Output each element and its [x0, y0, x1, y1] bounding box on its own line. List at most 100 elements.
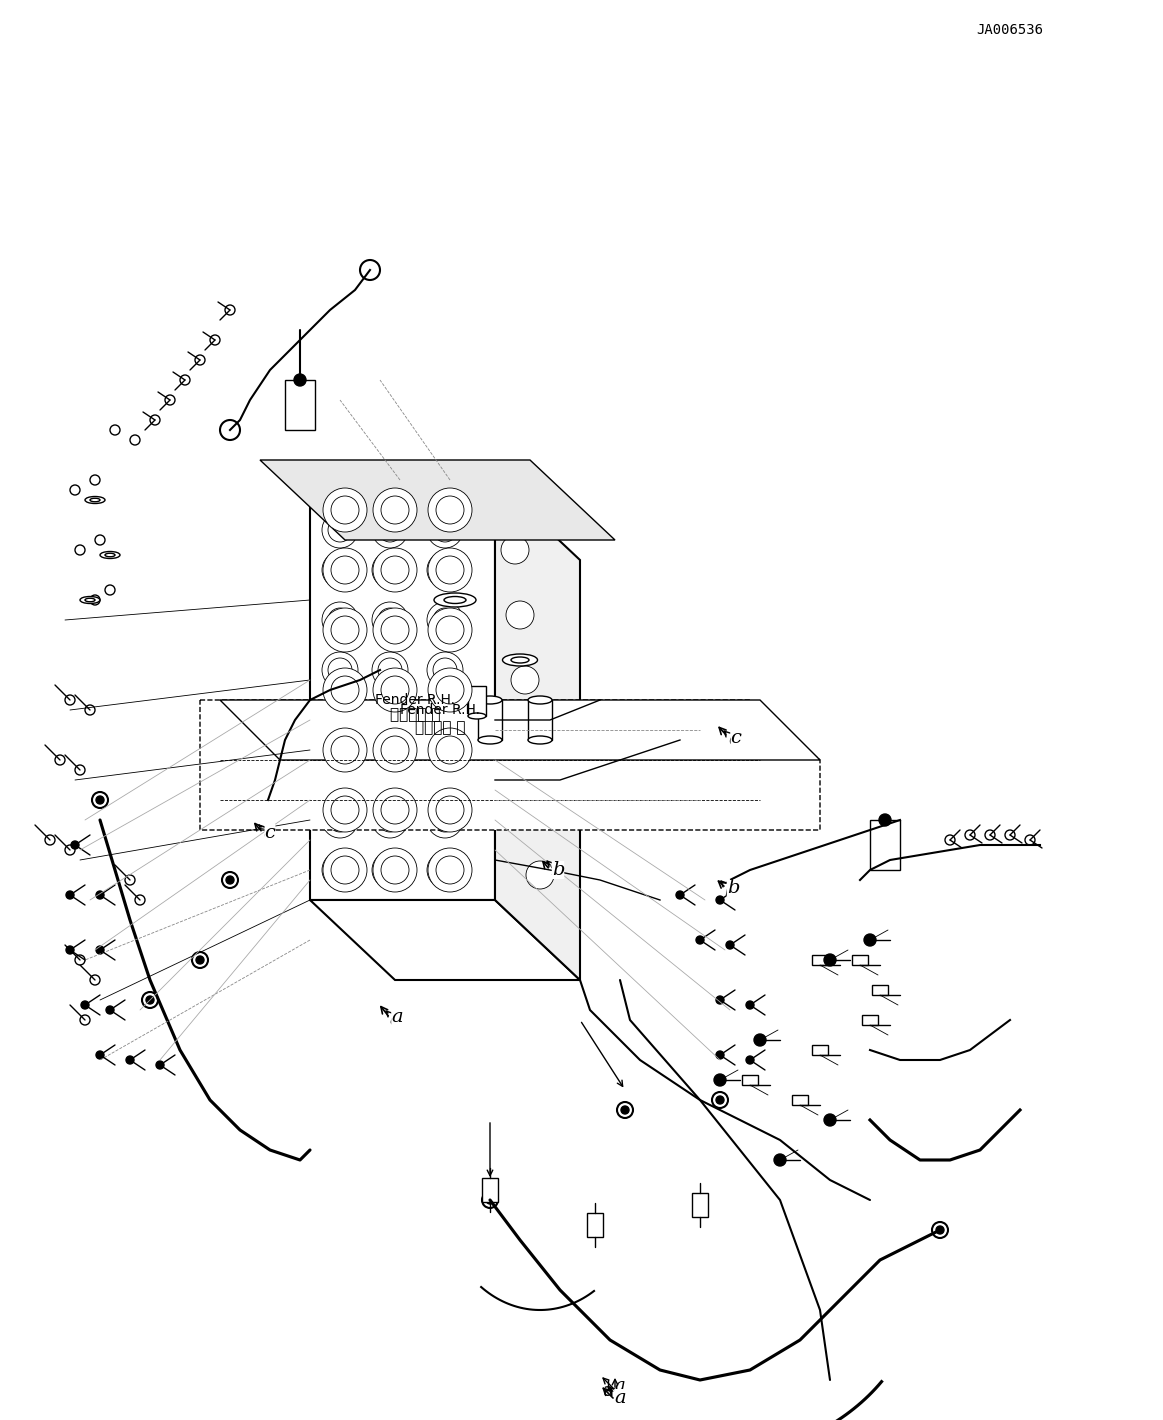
Circle shape — [526, 861, 554, 889]
Circle shape — [323, 488, 368, 532]
Circle shape — [433, 558, 457, 582]
Circle shape — [864, 934, 876, 946]
Circle shape — [381, 557, 409, 584]
Circle shape — [142, 993, 158, 1008]
Circle shape — [436, 557, 464, 584]
Circle shape — [328, 608, 352, 632]
Circle shape — [936, 1225, 944, 1234]
Circle shape — [825, 954, 836, 966]
Circle shape — [381, 736, 409, 764]
Bar — [481, 1179, 498, 1201]
Circle shape — [147, 995, 154, 1004]
Text: a: a — [390, 1011, 400, 1030]
Circle shape — [621, 1106, 629, 1115]
Bar — [478, 700, 502, 740]
Circle shape — [381, 797, 409, 824]
Circle shape — [97, 797, 104, 804]
Polygon shape — [220, 700, 820, 760]
Bar — [812, 956, 828, 966]
Circle shape — [378, 709, 402, 731]
Circle shape — [328, 758, 352, 782]
Circle shape — [328, 808, 352, 832]
Circle shape — [192, 951, 208, 968]
Ellipse shape — [85, 598, 95, 602]
Circle shape — [879, 814, 891, 826]
Circle shape — [716, 1051, 725, 1059]
Circle shape — [372, 852, 408, 888]
Circle shape — [361, 260, 380, 280]
Circle shape — [197, 956, 204, 964]
Circle shape — [373, 728, 418, 772]
Circle shape — [428, 728, 472, 772]
Text: c: c — [728, 731, 739, 748]
Circle shape — [74, 545, 85, 555]
Circle shape — [618, 1102, 633, 1118]
Circle shape — [754, 1034, 766, 1047]
Circle shape — [716, 1096, 725, 1103]
Circle shape — [381, 496, 409, 524]
Circle shape — [985, 831, 996, 841]
Circle shape — [427, 701, 463, 738]
Circle shape — [427, 753, 463, 788]
Text: a: a — [614, 1377, 626, 1394]
Circle shape — [65, 845, 74, 855]
Circle shape — [323, 548, 368, 592]
Circle shape — [373, 548, 418, 592]
Circle shape — [124, 875, 135, 885]
Circle shape — [105, 585, 115, 595]
Circle shape — [323, 848, 368, 892]
Circle shape — [372, 753, 408, 788]
Circle shape — [427, 802, 463, 838]
Text: c: c — [730, 728, 742, 747]
Ellipse shape — [85, 497, 105, 504]
Text: Fender R.H.: Fender R.H. — [400, 703, 480, 717]
Circle shape — [322, 852, 358, 888]
Text: b: b — [551, 861, 564, 879]
Bar — [872, 985, 889, 995]
Circle shape — [110, 425, 120, 435]
Circle shape — [80, 1015, 90, 1025]
Circle shape — [222, 872, 238, 888]
Circle shape — [373, 488, 418, 532]
Circle shape — [716, 896, 725, 905]
Ellipse shape — [528, 696, 552, 704]
Circle shape — [428, 608, 472, 652]
Circle shape — [428, 548, 472, 592]
Circle shape — [427, 602, 463, 638]
Ellipse shape — [468, 713, 486, 719]
Text: a: a — [391, 1008, 402, 1027]
Circle shape — [433, 858, 457, 882]
Circle shape — [372, 802, 408, 838]
Circle shape — [428, 488, 472, 532]
Text: a: a — [602, 1382, 614, 1400]
Circle shape — [106, 1005, 114, 1014]
Circle shape — [328, 858, 352, 882]
Circle shape — [825, 1115, 836, 1126]
Circle shape — [712, 1092, 728, 1108]
Circle shape — [323, 667, 368, 711]
Circle shape — [130, 435, 140, 444]
Text: b: b — [725, 880, 736, 899]
Circle shape — [70, 486, 80, 496]
Circle shape — [714, 1074, 726, 1086]
Circle shape — [378, 758, 402, 782]
Circle shape — [220, 420, 240, 440]
Circle shape — [436, 616, 464, 645]
Circle shape — [378, 558, 402, 582]
Circle shape — [378, 518, 402, 542]
Circle shape — [322, 802, 358, 838]
Circle shape — [373, 608, 418, 652]
Circle shape — [433, 657, 457, 682]
Circle shape — [331, 496, 359, 524]
Circle shape — [373, 848, 418, 892]
Ellipse shape — [105, 554, 115, 557]
Circle shape — [165, 395, 174, 405]
Text: Fender R.H.: Fender R.H. — [374, 693, 455, 707]
Circle shape — [331, 797, 359, 824]
Circle shape — [95, 535, 105, 545]
Text: JA006536: JA006536 — [977, 23, 1043, 37]
Ellipse shape — [478, 696, 502, 704]
Bar — [528, 700, 552, 740]
Circle shape — [433, 709, 457, 731]
Bar — [311, 480, 495, 900]
